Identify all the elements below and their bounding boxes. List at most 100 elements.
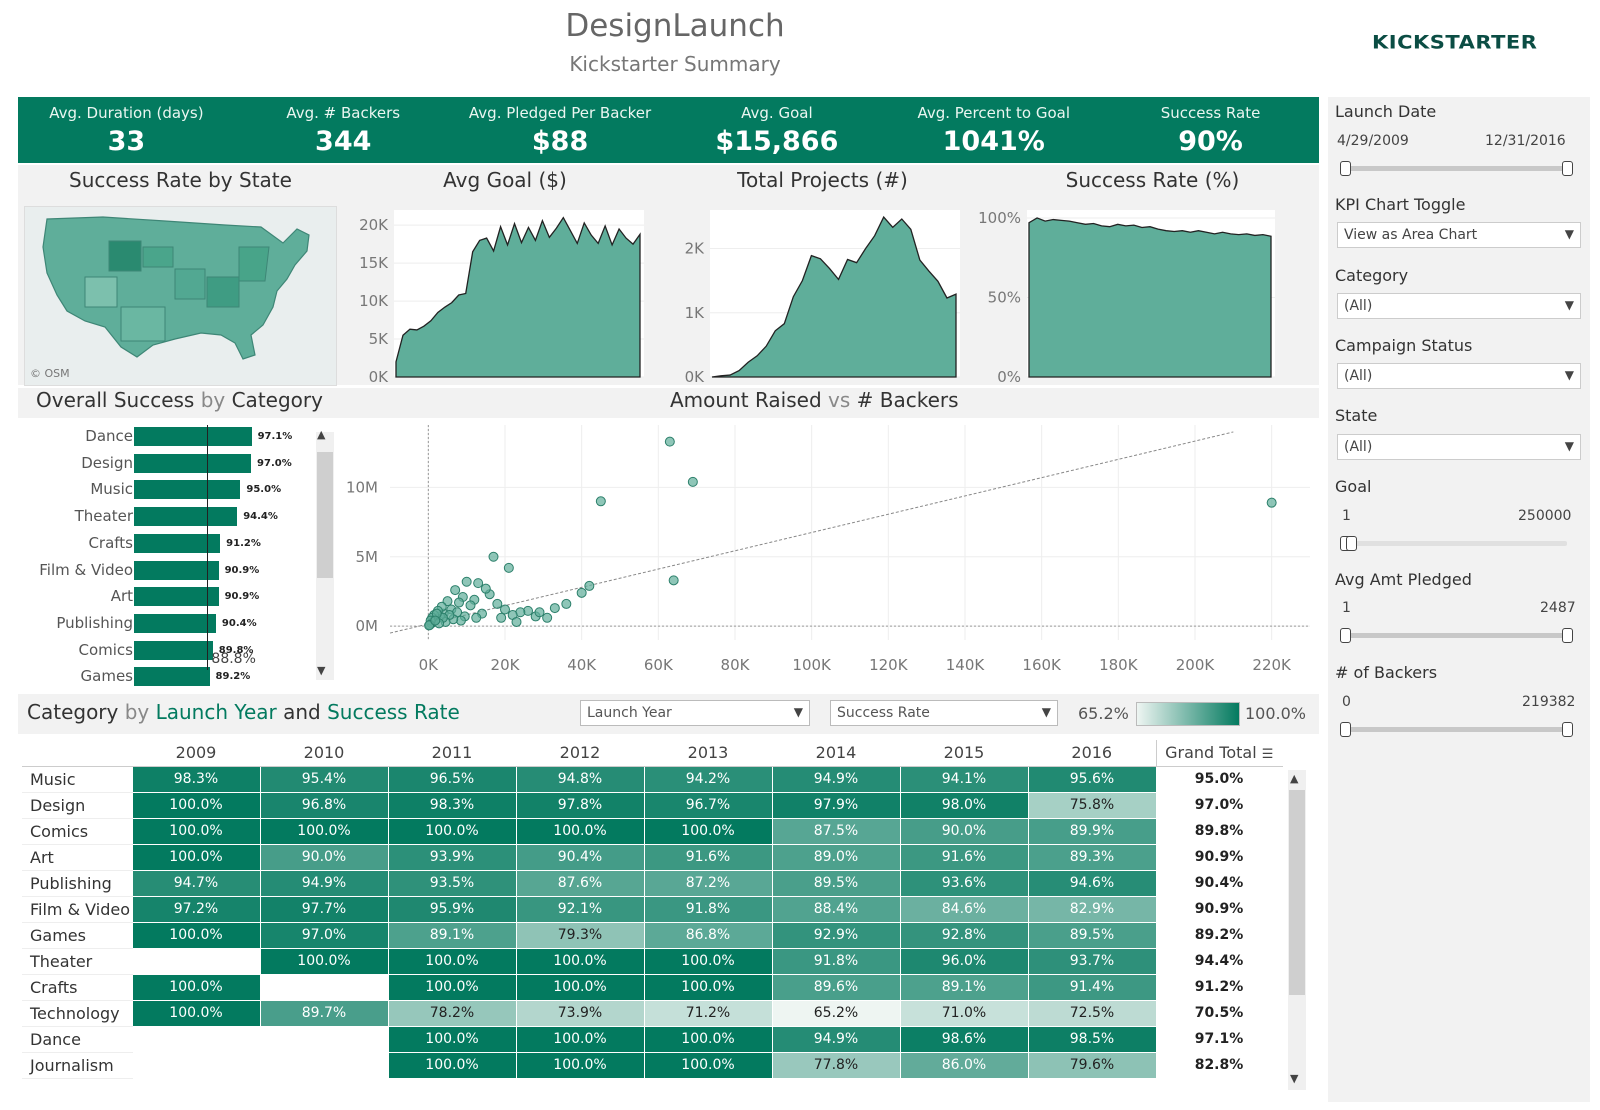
heatmap-cell[interactable]: 100.0% xyxy=(131,973,261,1001)
total-projects-area-chart[interactable]: 2K 1K 0K xyxy=(658,202,968,385)
heatmap-cell[interactable]: 100.0% xyxy=(515,1025,645,1053)
heatmap-cell[interactable] xyxy=(131,1025,261,1053)
heatmap-cell[interactable]: 90.0% xyxy=(259,843,389,871)
heatmap-cell[interactable]: 100.0% xyxy=(131,791,261,819)
sort-icon[interactable]: ☰ xyxy=(1261,747,1274,763)
category-filter-dropdown[interactable]: (All) ▼ xyxy=(1337,293,1581,319)
heatmap-cell[interactable]: 87.5% xyxy=(771,817,901,845)
slider-handle-min[interactable] xyxy=(1340,628,1351,643)
heatmap-cell[interactable]: 100.0% xyxy=(643,1025,773,1053)
category-bar[interactable] xyxy=(134,453,252,473)
avg-pledged-slider[interactable] xyxy=(1345,633,1567,638)
heatmap-cell[interactable]: 75.8% xyxy=(1027,791,1157,819)
category-bar-row[interactable]: Crafts 91.2% xyxy=(18,532,328,554)
heatmap-cell[interactable] xyxy=(259,1051,389,1079)
category-bar[interactable] xyxy=(134,427,252,446)
heatmap-cell[interactable]: 89.0% xyxy=(771,843,901,871)
heatmap-cell[interactable]: 84.6% xyxy=(899,895,1029,923)
heatmap-cell[interactable]: 89.1% xyxy=(899,973,1029,1001)
heatmap-cell[interactable]: 89.6% xyxy=(771,973,901,1001)
heatmap-cell[interactable]: 98.6% xyxy=(899,1025,1029,1053)
category-bar[interactable] xyxy=(134,533,221,553)
heatmap-cell[interactable]: 90.0% xyxy=(899,817,1029,845)
heatmap-cell[interactable]: 94.1% xyxy=(899,765,1029,793)
heatmap-cell[interactable]: 91.6% xyxy=(899,843,1029,871)
avg-goal-area-chart[interactable]: 20K 15K 10K 5K 0K xyxy=(342,202,652,385)
scroll-down-icon[interactable]: ▼ xyxy=(317,664,326,677)
heatmap-cell[interactable]: 87.2% xyxy=(643,869,773,897)
heatmap-cell[interactable]: 89.9% xyxy=(1027,817,1157,845)
heatmap-cell[interactable]: 93.9% xyxy=(387,843,517,871)
heatmap-cell[interactable]: 97.8% xyxy=(515,791,645,819)
heatmap-cell[interactable]: 93.5% xyxy=(387,869,517,897)
heatmap-cell[interactable]: 100.0% xyxy=(387,817,517,845)
heatmap-scrollbar-thumb[interactable] xyxy=(1289,790,1305,995)
us-state-map[interactable] xyxy=(24,206,337,386)
kpi-toggle-dropdown[interactable]: View as Area Chart ▼ xyxy=(1337,222,1581,248)
slider-handle-max[interactable] xyxy=(1562,161,1573,176)
heatmap-cell[interactable]: 96.8% xyxy=(259,791,389,819)
heatmap-cell[interactable]: 97.0% xyxy=(259,921,389,949)
heatmap-cell[interactable]: 100.0% xyxy=(131,817,261,845)
category-bar-row[interactable]: Comics 89.8% xyxy=(18,639,328,661)
category-bar-chart[interactable]: Dance 97.1% Design 97.0% Music 95.0% Theater 94… xyxy=(18,425,336,687)
heatmap-cell[interactable]: 100.0% xyxy=(387,973,517,1001)
heatmap-cell[interactable]: 100.0% xyxy=(259,817,389,845)
category-bar-row[interactable]: Film & Video 90.9% xyxy=(18,559,328,581)
category-bar-row[interactable]: Games 89.2% xyxy=(18,665,328,687)
launch-year-dropdown[interactable]: Launch Year ▼ xyxy=(580,700,810,726)
category-bar[interactable] xyxy=(134,507,238,527)
heatmap-cell[interactable]: 100.0% xyxy=(259,947,389,975)
heatmap-cell[interactable]: 95.9% xyxy=(387,895,517,923)
heatmap-cell[interactable]: 93.7% xyxy=(1027,947,1157,975)
slider-handle-max[interactable] xyxy=(1562,722,1573,737)
heatmap-cell[interactable]: 89.5% xyxy=(771,869,901,897)
year-header[interactable]: 2013 xyxy=(644,740,772,767)
year-header[interactable]: 2012 xyxy=(516,740,644,767)
heatmap-cell[interactable]: 91.8% xyxy=(643,895,773,923)
launch-date-slider[interactable] xyxy=(1345,166,1567,171)
slider-handle-min[interactable] xyxy=(1340,722,1351,737)
heatmap-cell[interactable]: 89.5% xyxy=(1027,921,1157,949)
heatmap-cell[interactable]: 88.4% xyxy=(771,895,901,923)
heatmap-cell[interactable]: 100.0% xyxy=(515,947,645,975)
heatmap-cell[interactable]: 79.3% xyxy=(515,921,645,949)
heatmap-cell[interactable]: 98.5% xyxy=(1027,1025,1157,1053)
backers-slider[interactable] xyxy=(1345,727,1567,732)
heatmap-cell[interactable]: 71.0% xyxy=(899,999,1029,1027)
category-bar-row[interactable]: Theater 94.4% xyxy=(18,505,328,527)
heatmap-cell[interactable] xyxy=(131,947,261,975)
state-filter-dropdown[interactable]: (All) ▼ xyxy=(1337,434,1581,460)
heatmap-cell[interactable]: 92.1% xyxy=(515,895,645,923)
heatmap-cell[interactable]: 87.6% xyxy=(515,869,645,897)
year-header[interactable]: 2014 xyxy=(772,740,900,767)
slider-handle-max[interactable] xyxy=(1346,536,1357,551)
success-rate-dropdown[interactable]: Success Rate ▼ xyxy=(830,700,1058,726)
heatmap-cell[interactable]: 97.7% xyxy=(259,895,389,923)
goal-slider[interactable] xyxy=(1345,541,1567,546)
heatmap-cell[interactable]: 95.4% xyxy=(259,765,389,793)
heatmap-cell[interactable]: 94.7% xyxy=(131,869,261,897)
heatmap-cell[interactable]: 96.7% xyxy=(643,791,773,819)
scroll-up-icon[interactable]: ▲ xyxy=(317,428,326,441)
heatmap-cell[interactable]: 100.0% xyxy=(131,843,261,871)
heatmap-cell[interactable]: 100.0% xyxy=(643,1051,773,1079)
heatmap-cell[interactable]: 100.0% xyxy=(515,973,645,1001)
category-year-heatmap[interactable]: 2009 2010 2011 2012 2013 2014 2015 2016 … xyxy=(22,740,1283,1079)
heatmap-cell[interactable]: 100.0% xyxy=(387,1025,517,1053)
heatmap-cell[interactable]: 89.1% xyxy=(387,921,517,949)
heatmap-cell[interactable]: 82.9% xyxy=(1027,895,1157,923)
heatmap-cell[interactable]: 65.2% xyxy=(771,999,901,1027)
category-bar-row[interactable]: Music 95.0% xyxy=(18,478,328,500)
heatmap-cell[interactable]: 94.8% xyxy=(515,765,645,793)
heatmap-cell[interactable]: 79.6% xyxy=(1027,1051,1157,1079)
year-header[interactable]: 2010 xyxy=(260,740,388,767)
heatmap-cell[interactable]: 100.0% xyxy=(515,817,645,845)
slider-handle-min[interactable] xyxy=(1340,161,1351,176)
heatmap-cell[interactable]: 71.2% xyxy=(643,999,773,1027)
heatmap-cell[interactable]: 93.6% xyxy=(899,869,1029,897)
scroll-up-icon[interactable]: ▲ xyxy=(1290,772,1299,785)
heatmap-cell[interactable]: 100.0% xyxy=(387,947,517,975)
heatmap-cell[interactable]: 97.2% xyxy=(131,895,261,923)
heatmap-cell[interactable]: 86.8% xyxy=(643,921,773,949)
